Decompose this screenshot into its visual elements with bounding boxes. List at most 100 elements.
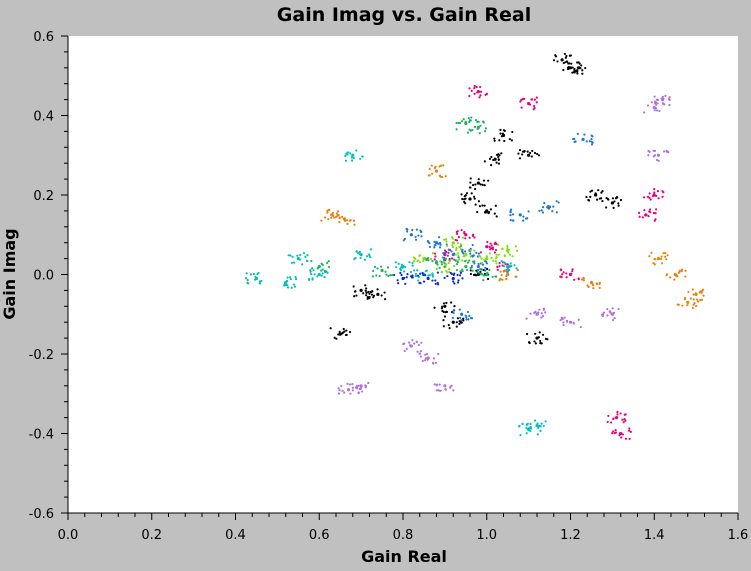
scatter-point xyxy=(473,92,476,95)
scatter-point xyxy=(367,290,370,294)
scatter-point xyxy=(416,274,419,277)
scatter-point xyxy=(460,120,464,123)
scatter-point xyxy=(527,210,530,213)
scatter-point xyxy=(336,210,340,213)
scatter-point xyxy=(289,277,292,281)
scatter-point xyxy=(427,174,430,177)
scatter-point xyxy=(501,247,504,251)
scatter-point xyxy=(258,282,262,285)
scatter-point xyxy=(362,292,365,295)
scatter-point xyxy=(508,137,511,141)
scatter-point xyxy=(369,248,373,251)
scatter-point xyxy=(495,242,498,246)
scatter-point xyxy=(497,253,500,256)
scatter-point xyxy=(440,307,444,310)
scatter-point xyxy=(337,333,340,336)
scatter-point xyxy=(365,291,368,294)
scatter-point xyxy=(581,137,585,141)
scatter-point xyxy=(491,246,495,249)
scatter-point xyxy=(483,130,487,133)
scatter-point xyxy=(499,270,502,273)
scatter-point xyxy=(450,384,453,387)
scatter-point xyxy=(323,216,327,219)
scatter-point xyxy=(352,219,355,222)
scatter-point xyxy=(621,433,625,436)
scatter-point xyxy=(541,211,545,214)
scatter-point xyxy=(485,245,489,249)
scatter-point xyxy=(459,248,463,251)
scatter-point xyxy=(313,273,316,276)
scatter-point xyxy=(613,316,616,320)
scatter-point xyxy=(308,278,311,282)
scatter-point xyxy=(376,288,379,291)
scatter-point xyxy=(411,261,414,265)
scatter-point xyxy=(478,132,481,135)
scatter-point xyxy=(563,316,566,319)
scatter-point xyxy=(433,258,436,261)
scatter-point xyxy=(351,159,354,162)
scatter-point xyxy=(461,197,464,201)
scatter-point xyxy=(464,121,468,126)
scatter-point xyxy=(435,384,438,387)
scatter-point xyxy=(338,330,341,334)
scatter-point xyxy=(399,266,403,269)
x-tick-label: 1.4 xyxy=(644,528,665,543)
scatter-point xyxy=(492,259,495,262)
scatter-point xyxy=(476,271,479,274)
scatter-point xyxy=(651,194,655,198)
scatter-point xyxy=(609,421,613,424)
scatter-point xyxy=(438,246,442,249)
scatter-point xyxy=(469,266,472,270)
scatter-point xyxy=(439,243,442,246)
scatter-point xyxy=(460,228,463,232)
scatter-point xyxy=(349,392,352,395)
scatter-point xyxy=(434,361,438,364)
scatter-point xyxy=(437,389,440,392)
scatter-point xyxy=(358,253,362,256)
scatter-point xyxy=(650,251,653,254)
scatter-point xyxy=(577,318,580,321)
scatter-point xyxy=(431,274,434,277)
scatter-point xyxy=(502,134,505,138)
scatter-point xyxy=(474,203,477,206)
scatter-point xyxy=(498,261,501,265)
scatter-point xyxy=(556,60,559,63)
x-tick-label: 1.6 xyxy=(728,528,749,543)
scatter-point xyxy=(484,260,488,263)
scatter-point xyxy=(462,252,465,255)
scatter-point xyxy=(344,159,348,162)
scatter-point xyxy=(486,271,489,274)
scatter-point xyxy=(532,108,535,111)
scatter-point xyxy=(501,278,504,281)
scatter-point xyxy=(416,350,419,353)
scatter-point xyxy=(571,66,574,69)
scatter-point xyxy=(552,59,556,62)
scatter-point xyxy=(665,273,669,276)
scatter-point xyxy=(357,384,360,387)
scatter-point xyxy=(359,157,362,160)
x-tick-label: 1.0 xyxy=(476,528,497,543)
scatter-point xyxy=(502,265,506,268)
scatter-point xyxy=(627,429,631,432)
scatter-point xyxy=(661,190,664,193)
scatter-point xyxy=(443,315,447,318)
scatter-point xyxy=(576,132,579,135)
scatter-point xyxy=(487,179,490,182)
scatter-point xyxy=(359,256,362,260)
scatter-point xyxy=(471,183,475,187)
scatter-point xyxy=(445,310,449,314)
scatter-point xyxy=(433,306,436,309)
scatter-point xyxy=(580,278,584,281)
scatter-point xyxy=(443,262,446,265)
scatter-point xyxy=(404,265,407,269)
scatter-point xyxy=(568,62,571,65)
scatter-point xyxy=(469,181,472,184)
scatter-point xyxy=(426,276,430,281)
scatter-point xyxy=(520,106,523,109)
scatter-point xyxy=(252,273,256,276)
scatter-point xyxy=(498,139,501,142)
scatter-point xyxy=(473,125,477,129)
scatter-point xyxy=(438,266,441,269)
scatter-point xyxy=(646,195,649,198)
scatter-point xyxy=(428,245,432,248)
